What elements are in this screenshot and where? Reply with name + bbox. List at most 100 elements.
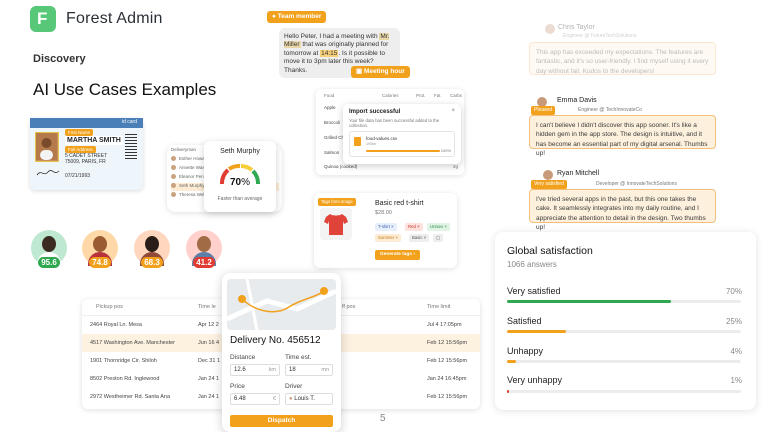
close-icon[interactable]: ×: [451, 108, 455, 114]
table-cell: 2464 Royal Ln. Mesa: [90, 322, 142, 328]
product-card: Tags from image Basic red t-shirt $28.00…: [314, 193, 457, 268]
upload-progress: [366, 150, 440, 152]
score-badge: 74.8: [89, 257, 111, 268]
review-text: This app has exceeded my expectations. T…: [529, 42, 716, 75]
tag-chip[interactable]: Basic ×: [409, 234, 430, 242]
map-icon: [227, 279, 336, 330]
id-card: id card First Name MARTHA SMITH Full Add…: [30, 118, 143, 190]
satisfaction-percent: 1%: [730, 376, 742, 385]
column-header: Calories: [382, 93, 399, 98]
table-cell: Feb 12 15:56pm: [427, 340, 468, 346]
table-cell: 4517 Washington Ave. Manchester: [90, 340, 175, 346]
tag-chip[interactable]: Red ×: [405, 223, 423, 231]
satisfaction-bar: [507, 330, 741, 333]
table-cell: Apr 12 2: [198, 322, 219, 328]
gauge-value: 70%: [229, 177, 251, 188]
score-badge: 41.2: [193, 257, 215, 268]
route-map[interactable]: [227, 279, 336, 330]
first-name-tag: First Name: [65, 129, 94, 136]
uploaded-file: food-values.csv 190kb 100%: [349, 131, 455, 157]
table-cell: Salmon: [324, 150, 340, 155]
sentiment-tag: Pleased: [531, 106, 556, 115]
id-card-header: id card: [121, 119, 137, 125]
logo-letter: F: [37, 9, 48, 28]
id-date: 07/21/1993: [65, 173, 91, 179]
satisfaction-label: Very satisfied: [507, 286, 561, 296]
id-address: 5 CADET STREET 75009, PARIS, FR: [65, 153, 108, 165]
satisfaction-label: Satisfied: [507, 316, 542, 326]
calendar-icon: ▣: [356, 68, 363, 75]
gauge-arc-icon: [220, 163, 260, 185]
table-cell: Quinoa (cooked): [324, 164, 358, 169]
price-field[interactable]: 6.48 €: [230, 393, 280, 405]
satisfaction-percent: 25%: [725, 317, 742, 326]
file-icon: [354, 137, 361, 146]
table-cell: Jun 16 4: [198, 340, 220, 346]
generate-tags-button[interactable]: Generate tags ›: [375, 250, 420, 260]
brand-name: Forest Admin: [66, 10, 163, 27]
gauge-name: Seth Murphy: [220, 148, 260, 155]
satisfaction-bar-fill: [507, 390, 510, 393]
brand-logo[interactable]: F: [30, 6, 56, 32]
page-number: 5: [380, 413, 386, 424]
table-cell: Feb 12 15:56pm: [427, 394, 468, 400]
satisfaction-bar-fill: [507, 300, 671, 303]
field-label: Distance: [230, 354, 256, 361]
table-cell: Jan 24 1: [198, 376, 220, 382]
field-label: Time est.: [285, 354, 312, 361]
satisfaction-bar: [507, 300, 741, 303]
satisfaction-percent: 70%: [725, 287, 742, 296]
avatar: [171, 174, 176, 180]
column-header: ff pos: [342, 304, 356, 310]
avatar: [171, 156, 176, 162]
id-name: MARTHA SMITH: [65, 136, 123, 145]
staff-row[interactable]: Eleanor Pena: [171, 174, 279, 182]
tag-chip[interactable]: T-shirt ×: [375, 223, 397, 231]
score-badge: 68.3: [141, 257, 163, 268]
id-card-band: id card: [30, 118, 143, 128]
satisfaction-subtitle: 1066 answers: [507, 260, 557, 269]
satisfaction-percent: 4%: [730, 347, 742, 356]
user-icon: ●: [272, 13, 276, 20]
driver-avatar-icon: ●: [289, 396, 293, 402]
reviewer-role: Engineer @ FutureTechSolutions: [563, 33, 637, 39]
avatar: [171, 183, 176, 189]
table-cell: Broccoli: [324, 120, 341, 125]
table-cell: 2972 Westheimer Rd. Santa Ana: [90, 394, 171, 400]
satisfaction-bar: [507, 360, 741, 363]
table-cell: Apple: [324, 105, 336, 110]
signature-icon: [36, 170, 60, 176]
staff-row[interactable]: Esther Howard: [171, 156, 279, 164]
file-name: food-values.csv: [366, 136, 398, 141]
delivery-title: Delivery No. 456512: [230, 335, 321, 346]
score-badge: 95.6: [38, 257, 60, 268]
column-header: Food: [324, 93, 335, 98]
add-tag-icon[interactable]: ▢: [433, 234, 444, 242]
satisfaction-bar: [507, 390, 741, 393]
section-label: Discovery: [33, 53, 86, 65]
column-header: Pickup pos: [96, 304, 123, 310]
time-field[interactable]: 18 mn: [285, 364, 333, 376]
tag-chip[interactable]: Unisex ×: [427, 223, 450, 231]
column-header: Carbs: [450, 93, 463, 98]
satisfaction-title: Global satisfaction: [507, 245, 593, 257]
satisfaction-card: Global satisfaction 1066 answers Very sa…: [495, 232, 756, 410]
review-text: I can't believe I didn't discover this a…: [529, 115, 716, 157]
satisfaction-bar-fill: [507, 360, 517, 363]
reviewer-role: Developer @ InnovateTechSolutions: [596, 181, 677, 187]
driver-select[interactable]: ● Louis T.: [285, 393, 333, 405]
avatar: [537, 97, 547, 107]
barcode-icon: [125, 134, 137, 160]
table-cell: Feb 12 15:56pm: [427, 358, 468, 364]
product-price: $28.00: [375, 210, 392, 216]
distance-field[interactable]: 12.6 km: [230, 364, 280, 376]
column-header: Prot.: [416, 93, 426, 98]
column-header: Time limit: [427, 304, 451, 310]
staff-row[interactable]: Annette Wasabe: [171, 165, 279, 173]
team-member-badge: ● Team member: [267, 11, 327, 23]
dispatch-button[interactable]: Dispatch: [230, 415, 333, 427]
tag-chip[interactable]: Summer ×: [375, 234, 401, 242]
file-size: 190kb: [366, 142, 377, 146]
highlight-time: 14:15: [320, 49, 339, 57]
staff-row[interactable]: Theresa Webb: [171, 192, 279, 200]
